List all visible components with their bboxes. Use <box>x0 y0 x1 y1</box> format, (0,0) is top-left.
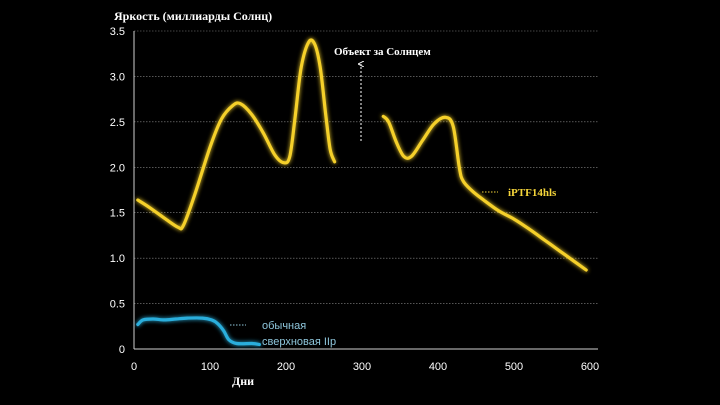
series-0-line-segment-0 <box>136 38 337 231</box>
x-tick-label: 300 <box>353 361 371 373</box>
y-axis-label: Яркость (миллиарды Солнц) <box>114 9 272 23</box>
series-1-line-segment-0 <box>136 316 261 347</box>
y-tick-label: 3.0 <box>110 71 125 83</box>
sn-annotation-line2: сверхновая IIp <box>262 336 336 348</box>
grid-lines <box>134 30 598 304</box>
sn-annotation-line1: обычная <box>262 320 306 332</box>
y-tick-label: 1.0 <box>110 253 125 265</box>
y-tick-label: 3.5 <box>110 26 125 38</box>
x-tick-label: 0 <box>131 361 137 373</box>
iptf-annotation: iPTF14hls <box>508 187 557 199</box>
x-tick-label: 600 <box>581 361 599 373</box>
y-tick-label: 0.5 <box>110 299 125 311</box>
x-tick-label: 200 <box>277 361 295 373</box>
y-tick-labels: 0 0.5 1.0 1.5 2.0 2.5 3.0 3.5 <box>110 26 125 356</box>
x-tick-labels: 0 100 200 300 400 500 600 <box>131 361 599 373</box>
hidden-annotation: Объект за Солнцем <box>334 46 431 58</box>
series-0-line-segment-1 <box>381 114 588 272</box>
y-tick-label: 0 <box>119 344 125 356</box>
y-tick-label: 1.5 <box>110 208 125 220</box>
x-tick-label: 100 <box>201 361 219 373</box>
series-lines <box>136 38 588 347</box>
x-axis-label: Дни <box>232 374 254 388</box>
y-tick-label: 2.0 <box>110 162 125 174</box>
x-tick-label: 500 <box>505 361 523 373</box>
y-tick-label: 2.5 <box>110 117 125 129</box>
x-tick-label: 400 <box>429 361 447 373</box>
axes <box>133 31 598 350</box>
